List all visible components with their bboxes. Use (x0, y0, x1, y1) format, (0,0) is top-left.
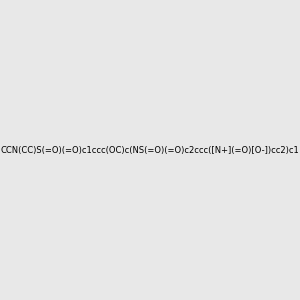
Text: CCN(CC)S(=O)(=O)c1ccc(OC)c(NS(=O)(=O)c2ccc([N+](=O)[O-])cc2)c1: CCN(CC)S(=O)(=O)c1ccc(OC)c(NS(=O)(=O)c2c… (1, 146, 299, 154)
